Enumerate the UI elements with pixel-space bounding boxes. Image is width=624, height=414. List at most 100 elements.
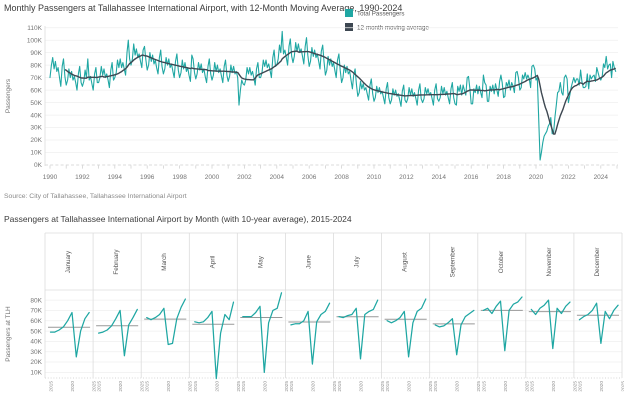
total-passengers-legend-label: Total Passengers xyxy=(357,11,404,18)
x-tick-label: 2024 xyxy=(594,174,609,181)
month-label-november: November xyxy=(546,247,553,276)
x-tick-label: 2000 xyxy=(205,174,220,181)
moving-average-swatch xyxy=(345,23,353,31)
x-tick-label: 2020 xyxy=(529,174,544,181)
month-label-september: September xyxy=(450,247,457,278)
x-tick-label: 2014 xyxy=(432,174,447,181)
year-tick-label: 2025 xyxy=(236,381,242,392)
chart1-title: Monthly Passengers at Tallahassee Intern… xyxy=(4,3,402,13)
year-tick-label: 2025 xyxy=(572,381,578,392)
x-tick-label: 1994 xyxy=(108,174,123,181)
monthly-series-line xyxy=(482,296,523,352)
chart1-plot: 0K 10K 20K 30K 40K 50K 60K 70K 80K 90K 100K 110K 199… xyxy=(27,25,618,181)
year-tick-label: 2015 xyxy=(337,381,343,392)
x-tick-label: 2018 xyxy=(496,174,511,181)
y-tick-label: 10K xyxy=(30,150,42,157)
year-tick-label: 2015 xyxy=(97,381,103,392)
year-tick-label: 2025 xyxy=(380,381,386,392)
year-tick-label: 2020 xyxy=(359,381,365,392)
x-tick-label: 1998 xyxy=(172,174,187,181)
month-label-april: April xyxy=(209,256,216,269)
y-tick-label: 70K xyxy=(30,308,42,315)
source-note: Source: City of Tallahassee, Tallahassee… xyxy=(4,193,187,200)
y-tick-label: 30K xyxy=(30,349,42,356)
year-tick-label: 2020 xyxy=(214,381,220,392)
monthly-series-line xyxy=(146,298,187,346)
y-tick-label: 10K xyxy=(30,370,42,377)
chart2-y-axis-title: Passengers at TLH xyxy=(5,306,12,362)
month-label-july: July xyxy=(354,256,361,268)
year-tick-label: 2025 xyxy=(524,381,530,392)
year-tick-label: 2025 xyxy=(428,381,434,392)
chart1-y-axis-title: Passengers xyxy=(5,78,12,113)
year-tick-label: 2020 xyxy=(407,381,413,392)
year-tick-label: 2015 xyxy=(241,381,247,392)
year-tick-label: 2020 xyxy=(310,381,316,392)
x-tick-label: 2010 xyxy=(367,174,382,181)
monthly-series-line xyxy=(49,311,90,358)
monthly-series-line xyxy=(290,302,331,365)
month-label-may: May xyxy=(257,255,264,268)
x-tick-label: 2016 xyxy=(464,174,479,181)
total-passengers-swatch xyxy=(345,9,353,17)
monthly-series-line xyxy=(386,298,427,358)
y-tick-label: 90K xyxy=(30,50,42,57)
y-tick-label: 80K xyxy=(30,297,42,304)
y-tick-label: 100K xyxy=(27,37,43,44)
monthly-series-line xyxy=(530,299,571,350)
year-tick-label: 2015 xyxy=(49,381,55,392)
x-tick-label: 2002 xyxy=(237,174,252,181)
y-tick-label: 60K xyxy=(30,318,42,325)
monthly-series-line xyxy=(242,292,283,374)
year-tick-label: 2020 xyxy=(118,381,124,392)
month-label-december: December xyxy=(594,247,601,276)
year-tick-label: 2015 xyxy=(481,381,487,392)
x-tick-label: 1992 xyxy=(75,174,90,181)
y-tick-label: 50K xyxy=(30,328,42,335)
y-tick-label: 40K xyxy=(30,112,42,119)
y-tick-label: 80K xyxy=(30,62,42,69)
year-tick-label: 2020 xyxy=(503,381,509,392)
moving-average-line xyxy=(64,50,616,135)
monthly-series-line xyxy=(97,308,138,357)
year-tick-label: 2020 xyxy=(70,381,76,392)
year-tick-label: 2025 xyxy=(332,381,338,392)
y-tick-label: 70K xyxy=(30,75,42,82)
x-tick-label: 2006 xyxy=(302,174,317,181)
y-tick-label: 50K xyxy=(30,100,42,107)
monthly-series-line xyxy=(194,301,235,380)
year-tick-label: 2015 xyxy=(385,381,391,392)
month-label-march: March xyxy=(161,253,168,271)
year-tick-label: 2015 xyxy=(289,381,295,392)
month-label-august: August xyxy=(402,252,409,272)
x-tick-label: 2012 xyxy=(399,174,414,181)
y-tick-label: 110K xyxy=(27,25,42,32)
x-tick-label: 1996 xyxy=(140,174,155,181)
year-tick-label: 2025 xyxy=(92,381,98,392)
year-tick-label: 2015 xyxy=(529,381,535,392)
year-tick-label: 2020 xyxy=(599,381,605,392)
month-label-june: June xyxy=(306,255,313,269)
monthly-series-line xyxy=(578,302,619,345)
y-tick-label: 20K xyxy=(30,359,42,366)
monthly-series-line xyxy=(434,309,475,356)
x-tick-label: 2004 xyxy=(270,174,285,181)
year-tick-label: 2025 xyxy=(284,381,290,392)
year-tick-label: 2020 xyxy=(166,381,172,392)
y-tick-label: 30K xyxy=(30,125,42,132)
y-tick-label: 60K xyxy=(30,87,42,94)
month-label-february: February xyxy=(113,249,120,275)
y-tick-label: 40K xyxy=(30,339,42,346)
year-tick-label: 2025 xyxy=(620,381,624,392)
y-tick-label: 0K xyxy=(34,162,43,169)
total-passengers-line xyxy=(49,30,617,161)
x-tick-label: 2008 xyxy=(334,174,349,181)
year-tick-label: 2025 xyxy=(476,381,482,392)
monthly-series-line xyxy=(338,299,379,360)
y-tick-label: 20K xyxy=(30,137,42,144)
month-label-october: October xyxy=(498,251,505,273)
year-tick-label: 2025 xyxy=(140,381,146,392)
year-tick-label: 2015 xyxy=(577,381,583,392)
